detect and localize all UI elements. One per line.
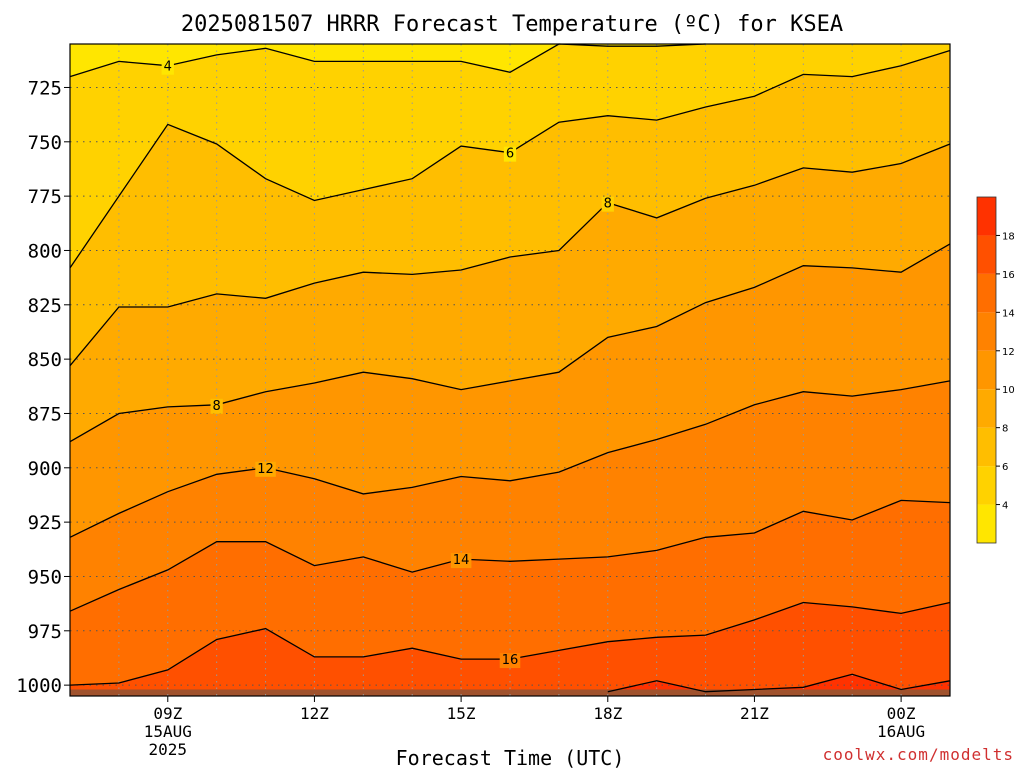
y-tick-label-775: 775	[28, 186, 62, 208]
colorbar-label-6: 6	[1002, 462, 1008, 473]
contour-label-8: 8	[604, 197, 612, 212]
y-tick-label-900: 900	[28, 458, 62, 480]
contour-label-4: 4	[164, 60, 172, 75]
colorbar-segment-1	[977, 466, 996, 505]
colorbar-label-18: 18	[1002, 231, 1015, 242]
contour-label-bg-14	[450, 553, 472, 569]
colorbar-segment-8	[977, 197, 996, 236]
y-tick-label-750: 750	[28, 132, 62, 154]
plot-frame	[69, 43, 951, 697]
grid-lines	[70, 44, 950, 696]
colorbar-segment-2	[977, 427, 996, 467]
colorbar-label-16: 16	[1002, 270, 1015, 281]
y-tick-label-850: 850	[28, 349, 62, 371]
ground-strip	[70, 689, 950, 696]
x-axis-label: Forecast Time (UTC)	[396, 746, 625, 768]
y-axis-ticks: 725 750 775 800 825 850 875 900 925 950 975 1000	[16, 77, 70, 697]
chart-title: 2025081507 HRRR Forecast Temperature (ºC…	[181, 12, 843, 37]
contour-label-10: 8	[213, 399, 221, 414]
colorbar-segment-4	[977, 350, 996, 390]
colorbar: 4 6 8 10 12 14 16 18	[976, 196, 1015, 544]
y-tick-label-725: 725	[28, 77, 62, 99]
contour-label-14: 14	[453, 553, 470, 568]
temperature-fill	[70, 44, 950, 696]
y-tick-label-1000: 1000	[16, 675, 62, 697]
colorbar-segment-0	[977, 504, 996, 543]
x-tick-label-18-0: 18Z	[593, 704, 622, 723]
x-tick-label-21-0: 21Z	[740, 704, 769, 723]
contour-label-12: 12	[257, 462, 274, 477]
colorbar-segment-7	[977, 235, 996, 274]
contour-lines	[69, 43, 951, 693]
contour-12	[69, 380, 951, 538]
contour-label-bg-16	[499, 653, 521, 669]
y-tick-label-925: 925	[28, 512, 62, 534]
contour-label-bg-8	[601, 196, 614, 212]
contour-8	[69, 143, 951, 367]
colorbar-label-12: 12	[1002, 347, 1015, 358]
x-tick-label-15-0: 15Z	[447, 704, 476, 723]
colorbar-label-4: 4	[1002, 501, 1008, 512]
colorbar-label-10: 10	[1002, 385, 1015, 396]
colorbar-label-14: 14	[1002, 308, 1015, 319]
colorbar-frame	[976, 196, 997, 544]
colorbar-label-8: 8	[1002, 424, 1008, 435]
y-tick-label-950: 950	[28, 566, 62, 588]
fill-band-6	[70, 44, 950, 268]
y-tick-label-800: 800	[28, 240, 62, 262]
y-tick-label-875: 875	[28, 403, 62, 425]
contour-18	[607, 673, 951, 693]
contour-label-6: 6	[506, 147, 514, 162]
colorbar-segment-5	[977, 312, 996, 351]
contour-label-bg-4	[161, 59, 174, 75]
contour-labels: 4 6 8 8 12 14 16	[161, 59, 614, 669]
colorbar-segment-6	[977, 273, 996, 313]
y-tick-label-975: 975	[28, 621, 62, 643]
x-tick-label-24-1: 16AUG	[877, 722, 925, 741]
contour-label-16: 16	[502, 653, 519, 668]
x-tick-label-9-0: 09Z	[153, 704, 182, 723]
x-tick-label-9-1: 15AUG	[144, 722, 192, 741]
x-tick-label-12-0: 12Z	[300, 704, 329, 723]
fill-band-4	[70, 44, 950, 77]
contour-label-bg-12	[255, 461, 276, 477]
x-tick-label-24-0: 00Z	[887, 704, 916, 723]
contour-4	[69, 43, 706, 78]
x-tick-label-9-2: 2025	[149, 740, 188, 759]
contour-14	[69, 499, 951, 612]
y-tick-label-825: 825	[28, 295, 62, 317]
colorbar-segment-3	[977, 389, 996, 428]
contour-label-bg-10	[210, 398, 223, 414]
credit-text: coolwx.com/modelts	[822, 745, 1014, 764]
contour-label-bg-6	[503, 146, 517, 162]
